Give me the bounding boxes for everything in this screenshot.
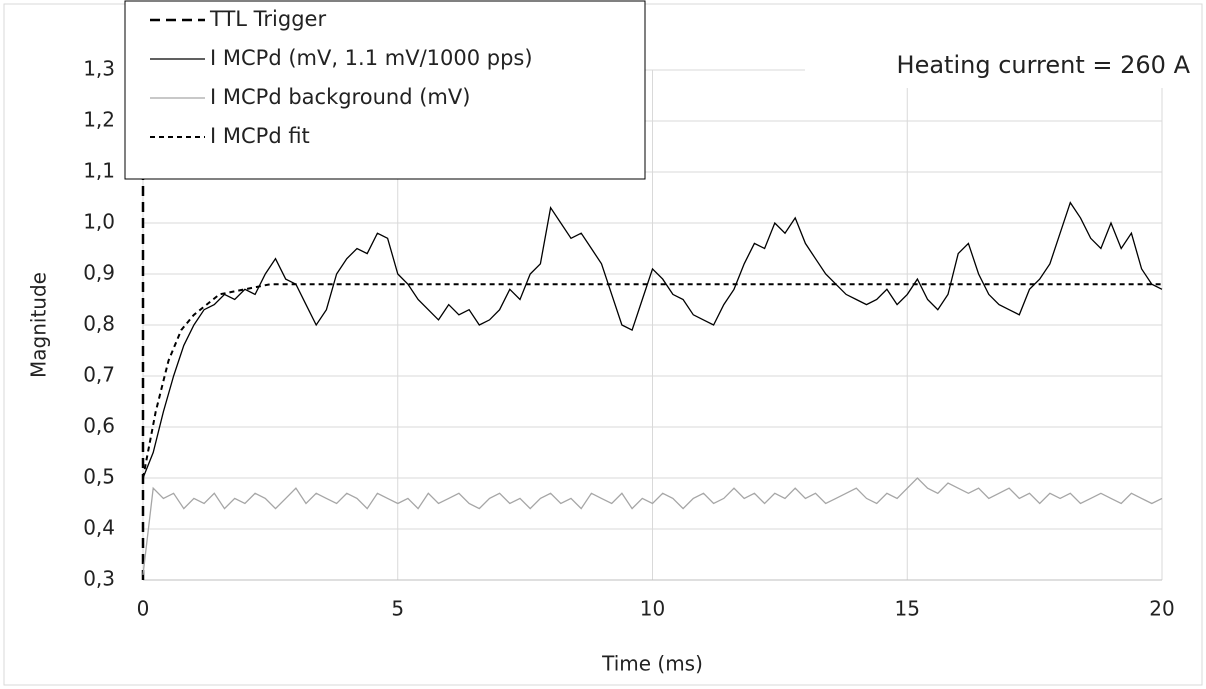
y-axis-label: Magnitude xyxy=(27,272,51,378)
y-tick-label: 1,3 xyxy=(83,57,115,81)
x-tick-label: 20 xyxy=(1149,597,1174,621)
legend-label: I MCPd (mV, 1.1 mV/1000 pps) xyxy=(210,46,533,70)
x-tick-label: 0 xyxy=(137,597,150,621)
x-tick-label: 10 xyxy=(640,597,665,621)
legend-label: TTL Trigger xyxy=(209,7,326,31)
y-tick-label: 1,1 xyxy=(83,159,115,183)
series-line xyxy=(142,201,1163,479)
legend-box xyxy=(124,0,646,180)
y-tick-label: 0,4 xyxy=(83,516,115,540)
y-tick-label: 0,8 xyxy=(83,312,115,336)
y-tick-label: 1,0 xyxy=(83,210,115,234)
y-tick-label: 0,7 xyxy=(83,363,115,387)
y-tick-label: 0,6 xyxy=(83,414,115,438)
series-line xyxy=(142,477,1163,575)
annotation-bg xyxy=(805,42,1195,88)
y-tick-label: 0,5 xyxy=(83,465,115,489)
y-tick-label: 0,9 xyxy=(83,261,115,285)
y-tick-label: 1,2 xyxy=(83,108,115,132)
legend-label: I MCPd background (mV) xyxy=(210,85,470,109)
x-tick-label: 15 xyxy=(895,597,920,621)
series-line xyxy=(142,283,1162,479)
x-axis-label: Time (ms) xyxy=(601,652,703,676)
x-tick-label: 5 xyxy=(391,597,404,621)
y-tick-label: 0,3 xyxy=(83,567,115,591)
annotation: Heating current = 260 A xyxy=(897,51,1191,79)
legend-label: I MCPd fit xyxy=(210,124,310,148)
